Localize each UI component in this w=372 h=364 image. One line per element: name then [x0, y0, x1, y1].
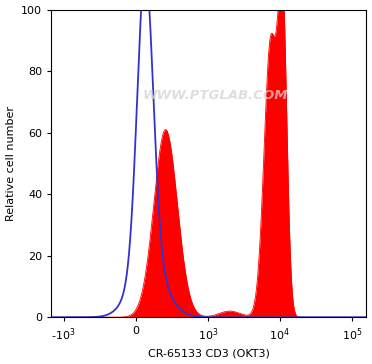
Text: WWW.PTGLAB.COM: WWW.PTGLAB.COM [142, 89, 288, 102]
Y-axis label: Relative cell number: Relative cell number [6, 106, 16, 221]
X-axis label: CR-65133 CD3 (OKT3): CR-65133 CD3 (OKT3) [148, 348, 270, 359]
